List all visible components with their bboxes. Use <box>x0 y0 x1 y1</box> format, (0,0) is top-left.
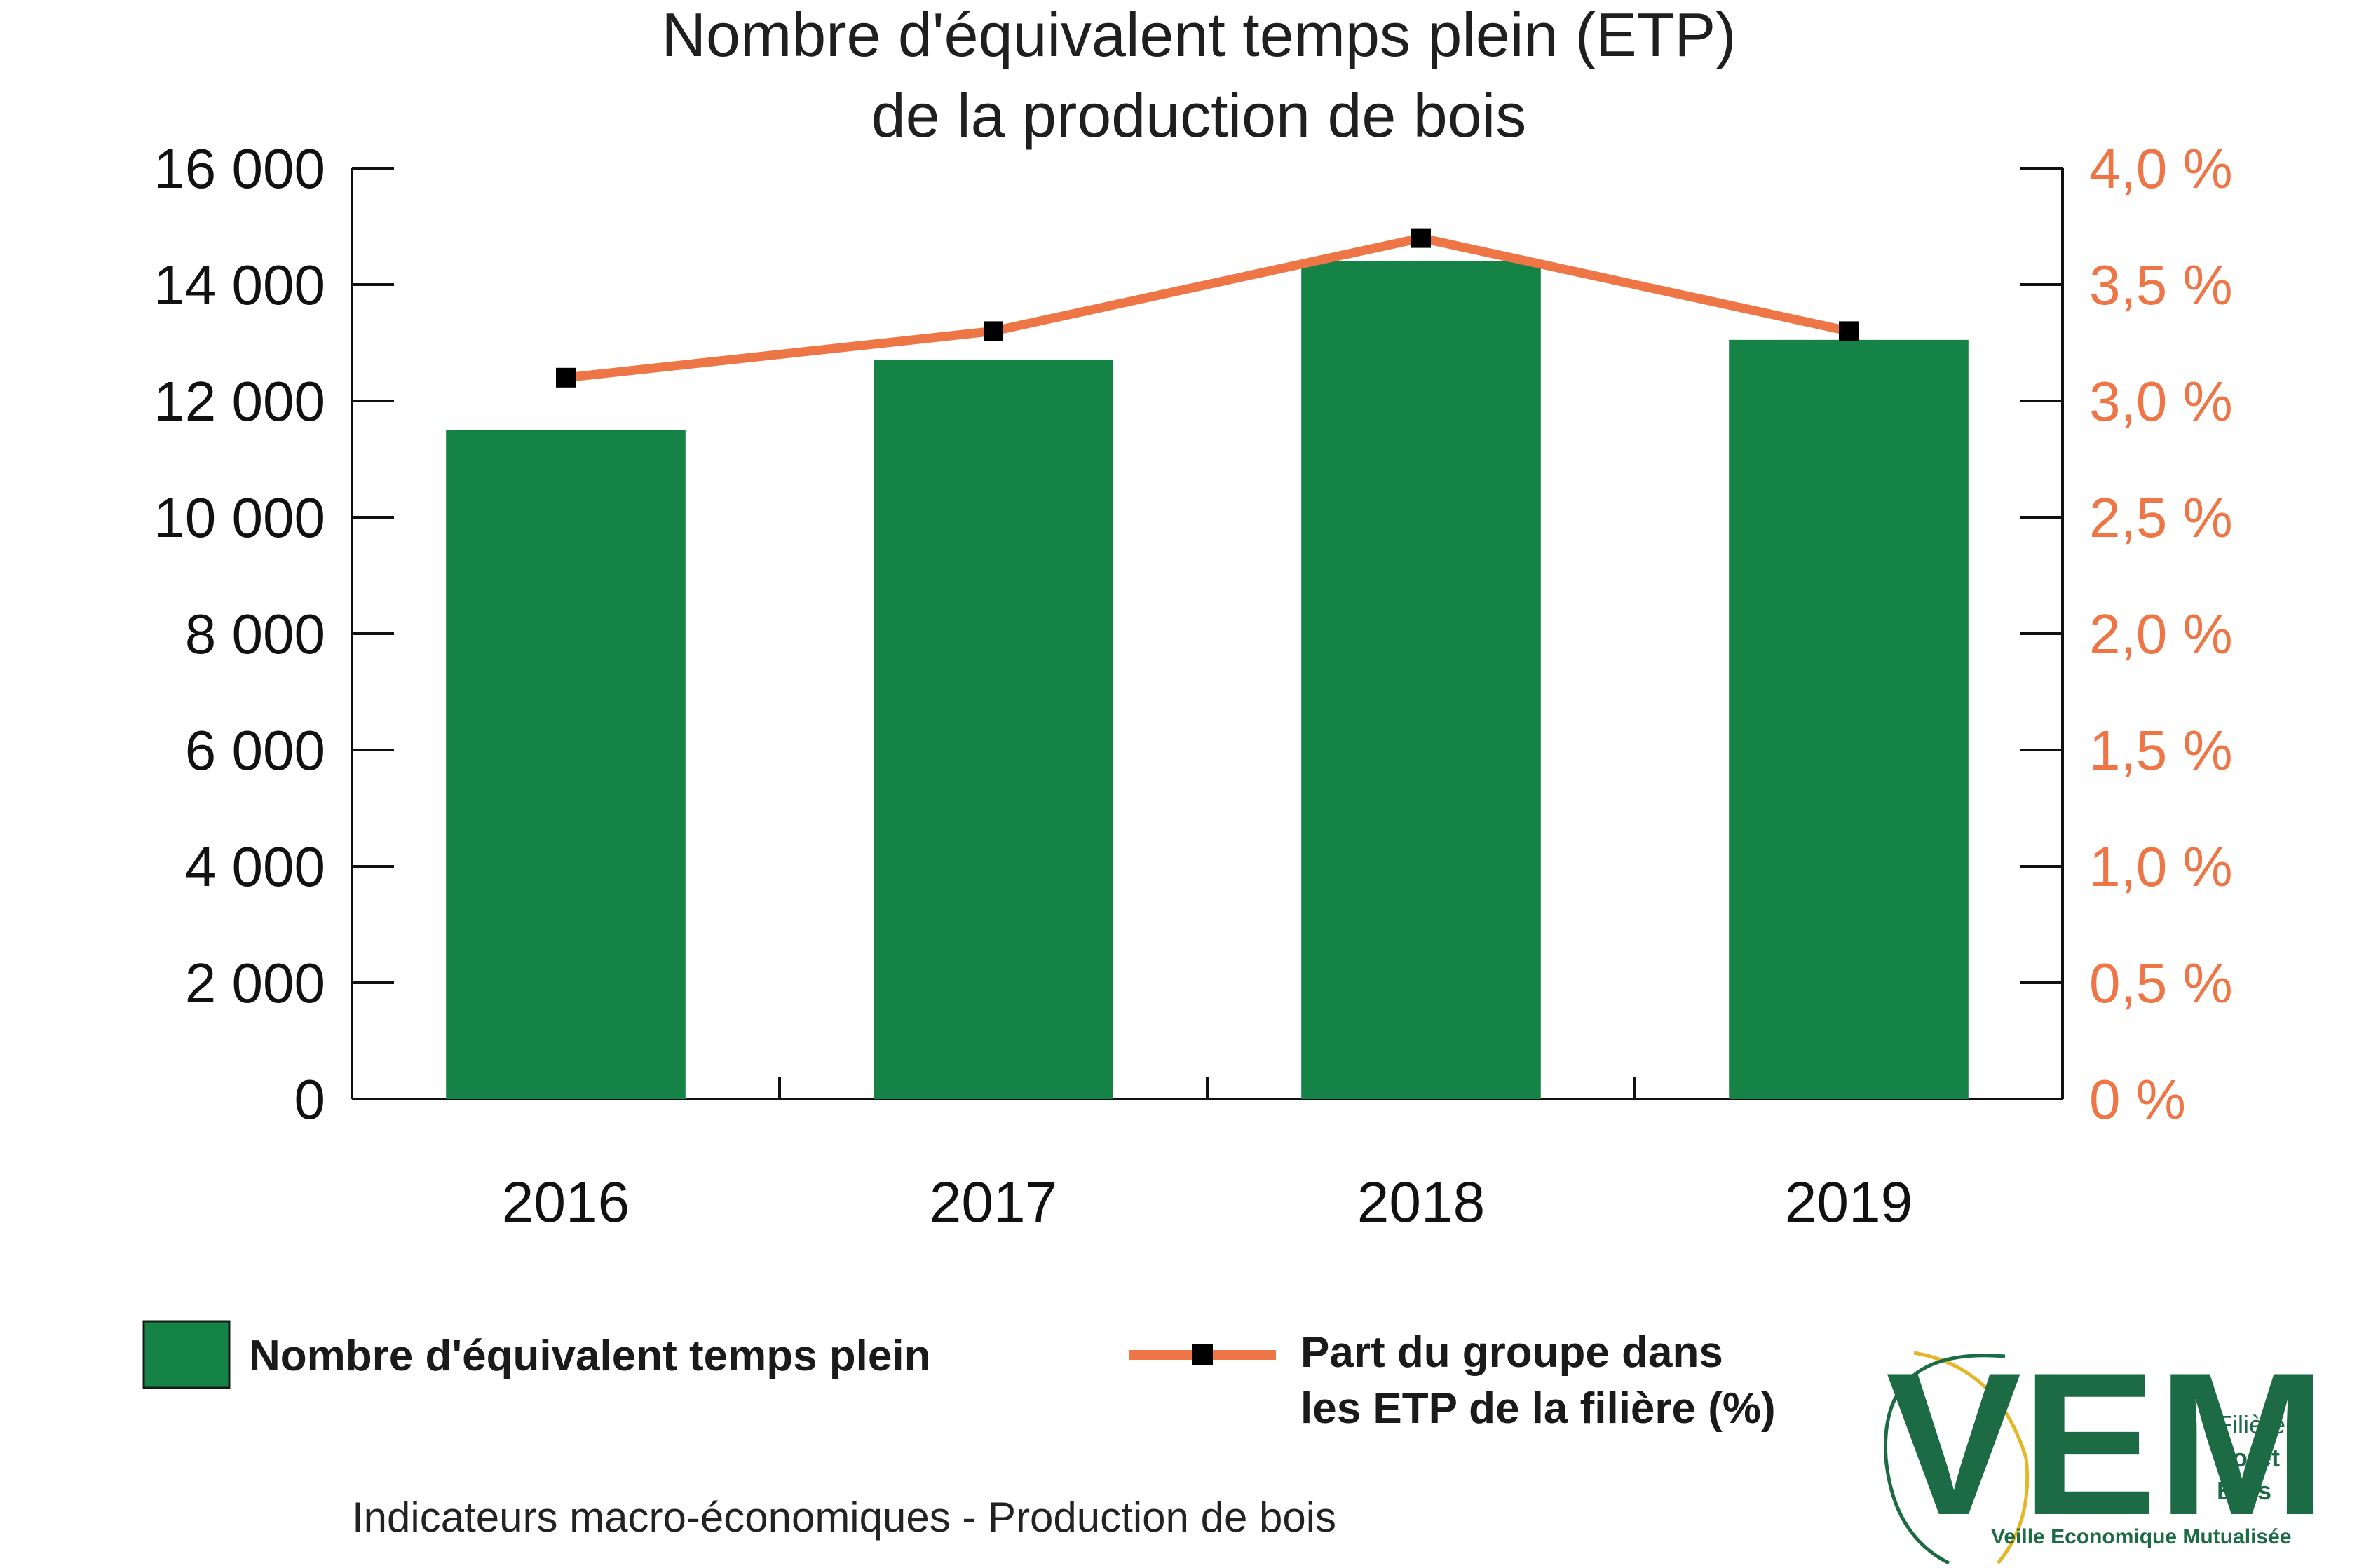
vem-logo: VEM Filière Forêt Bois Veille Economique… <box>1883 1330 2326 1565</box>
logo-swoosh-yellow-icon <box>1913 1351 2030 1564</box>
logo-side-foret: Forêt <box>2217 1443 2280 1472</box>
share-point-2019 <box>1839 321 1859 341</box>
bar-2018 <box>1301 261 1541 1099</box>
category-label-2017: 2017 <box>930 1171 1057 1234</box>
left-tick-label: 6 000 <box>185 719 325 782</box>
bar-2019 <box>1729 339 1969 1100</box>
right-tick-label: 2,5 % <box>2089 486 2233 549</box>
category-label-2016: 2016 <box>502 1171 630 1234</box>
share-line <box>556 228 1859 388</box>
left-tick-label: 4 000 <box>185 836 325 898</box>
bar-2016 <box>446 430 686 1099</box>
tick-labels: 0 2 000 4 000 6 000 8 000 10 000 12 000 14 000 1… <box>154 137 2232 1131</box>
left-tick-label: 0 <box>294 1068 326 1131</box>
share-line-path <box>565 233 1850 383</box>
left-tick-label: 12 000 <box>154 370 325 432</box>
legend-swatch-marker <box>1192 1344 1213 1365</box>
left-tick-label: 16 000 <box>154 137 325 200</box>
category-label-2019: 2019 <box>1785 1171 1912 1234</box>
right-tick-label: 3,5 % <box>2089 254 2233 316</box>
logo-tagline: Veille Economique Mutualisée <box>1991 1525 2291 1548</box>
right-tick-label: 4,0 % <box>2089 137 2233 200</box>
left-tick-label: 14 000 <box>154 254 325 316</box>
legend-label-bars: Nombre d'équivalent temps plein <box>249 1332 930 1380</box>
legend: Nombre d'équivalent temps plein Part du … <box>142 1320 1776 1433</box>
right-tick-label: 3,0 % <box>2089 370 2233 432</box>
share-point-2017 <box>984 321 1003 341</box>
logo-side-filiere: Filière <box>2217 1410 2285 1439</box>
legend-swatch-bars <box>142 1320 231 1389</box>
bar-2017 <box>874 360 1113 1099</box>
chart-title-line-2: de la production de bois <box>871 81 1526 150</box>
share-point-2016 <box>556 367 576 388</box>
bars <box>446 261 1969 1100</box>
left-tick-label: 8 000 <box>185 603 325 665</box>
logo-side-bois: Bois <box>2217 1476 2271 1505</box>
caption: Indicateurs macro-économiques - Producti… <box>352 1494 1336 1541</box>
left-tick-label: 2 000 <box>185 952 325 1014</box>
logo-letters: VEM <box>1886 1330 2326 1557</box>
right-tick-label: 0,5 % <box>2089 952 2233 1014</box>
category-label-2018: 2018 <box>1357 1171 1485 1234</box>
right-tick-label: 1,5 % <box>2089 719 2233 782</box>
category-labels: 2016 2017 2018 2019 <box>502 1171 1912 1234</box>
right-tick-label: 1,0 % <box>2089 836 2233 898</box>
right-tick-label: 2,0 % <box>2089 603 2233 665</box>
logo-swoosh-green-icon <box>1883 1354 2006 1565</box>
right-tick-label: 0 % <box>2089 1068 2186 1131</box>
left-tick-label: 10 000 <box>154 486 325 549</box>
chart-title-line-1: Nombre d'équivalent temps plein (ETP) <box>661 0 1736 69</box>
legend-label-line-2: les ETP de la filière (%) <box>1300 1384 1776 1433</box>
legend-label-line-1: Part du groupe dans <box>1300 1328 1723 1377</box>
share-point-2018 <box>1411 228 1431 248</box>
